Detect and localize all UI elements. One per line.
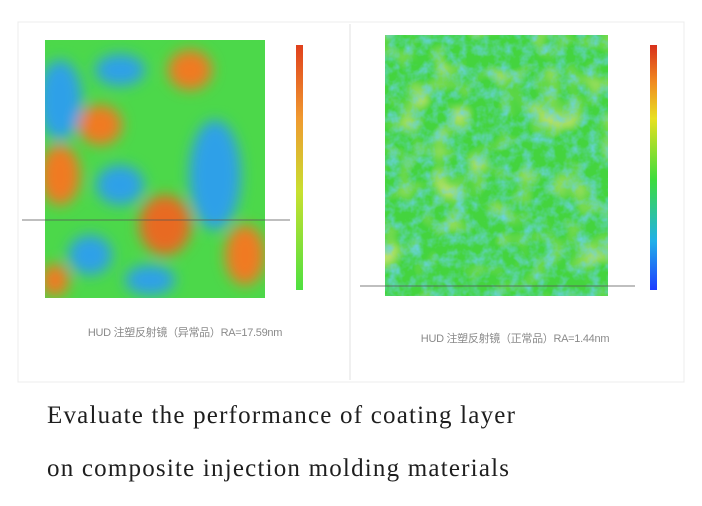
- panel-label: HUD 注塑反射镜（异常品）RA=17.59nm: [88, 325, 282, 339]
- colorbar: [650, 45, 657, 290]
- figure: HUD 注塑反射镜（异常品）RA=17.59nm HUD 注塑反射镜（正常品）R…: [17, 21, 685, 383]
- heatmap-normal: [385, 35, 608, 296]
- colorbar: [296, 45, 303, 290]
- caption-line: on composite injection molding materials: [47, 455, 511, 482]
- caption-line: Evaluate the performance of coating laye…: [47, 402, 517, 429]
- heatmap-abnormal: [45, 40, 265, 298]
- panel-label: HUD 注塑反射镜（正常品）RA=1.44nm: [421, 331, 610, 345]
